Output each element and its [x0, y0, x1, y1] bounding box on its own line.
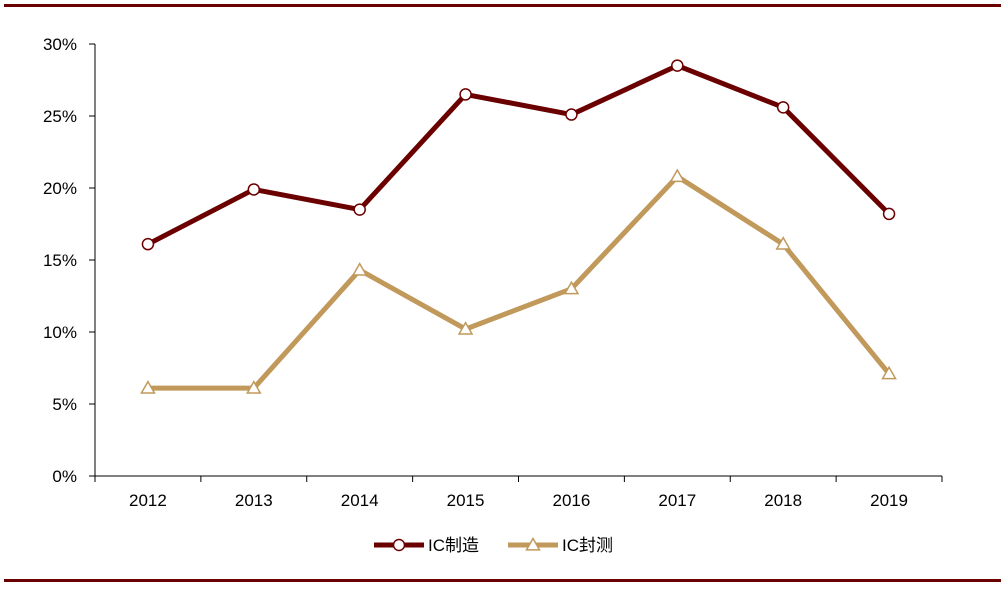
- chart-axes: 0% 5% 10% 15% 20% 25% 30% 2012 2013 2014 2015 2016 2…: [43, 35, 943, 510]
- data-point: [351, 262, 368, 276]
- y-tick-label: 10%: [43, 323, 77, 342]
- series-layer: [140, 59, 897, 394]
- series-2: [140, 168, 897, 394]
- y-tick-label: 15%: [43, 251, 77, 270]
- data-point: [775, 236, 791, 250]
- x-tick-label: 2017: [658, 491, 696, 510]
- bottom-divider: [4, 579, 1001, 582]
- data-point: [671, 59, 684, 72]
- y-tick-label: 25%: [43, 107, 77, 126]
- x-tick-label: 2014: [341, 491, 379, 510]
- y-tick-label: 30%: [43, 35, 77, 54]
- data-point: [669, 168, 686, 183]
- top-divider: [4, 4, 1001, 7]
- x-tick-label: 2015: [447, 491, 485, 510]
- data-point: [565, 108, 578, 121]
- legend-label: IC封测: [562, 536, 613, 555]
- x-tick-label: 2019: [870, 491, 908, 510]
- chart-legend: IC制造 IC封测: [374, 536, 613, 555]
- x-tick-label: 2018: [764, 491, 802, 510]
- data-point: [141, 237, 155, 251]
- series-1: [141, 59, 896, 251]
- data-point: [882, 207, 896, 221]
- series-line: [145, 173, 892, 391]
- data-point: [353, 203, 366, 216]
- legend-label: IC制造: [428, 536, 479, 555]
- data-point: [881, 365, 897, 380]
- data-point: [459, 88, 472, 101]
- data-point: [140, 380, 156, 394]
- data-point: [457, 321, 474, 335]
- y-tick-label: 0%: [52, 467, 77, 486]
- data-point: [246, 380, 262, 394]
- y-tick-label: 5%: [52, 395, 77, 414]
- legend-item-2: IC封测: [508, 536, 613, 555]
- legend-marker: [525, 536, 541, 551]
- data-point: [247, 183, 261, 196]
- x-tick-label: 2016: [553, 491, 591, 510]
- x-tick-label: 2013: [235, 491, 273, 510]
- data-point: [563, 280, 580, 295]
- legend-marker: [392, 538, 406, 552]
- data-point: [776, 101, 790, 114]
- y-tick-label: 20%: [43, 179, 77, 198]
- x-tick-label: 2012: [129, 491, 167, 510]
- series-line: [145, 63, 892, 247]
- legend-item-1: IC制造: [374, 536, 479, 555]
